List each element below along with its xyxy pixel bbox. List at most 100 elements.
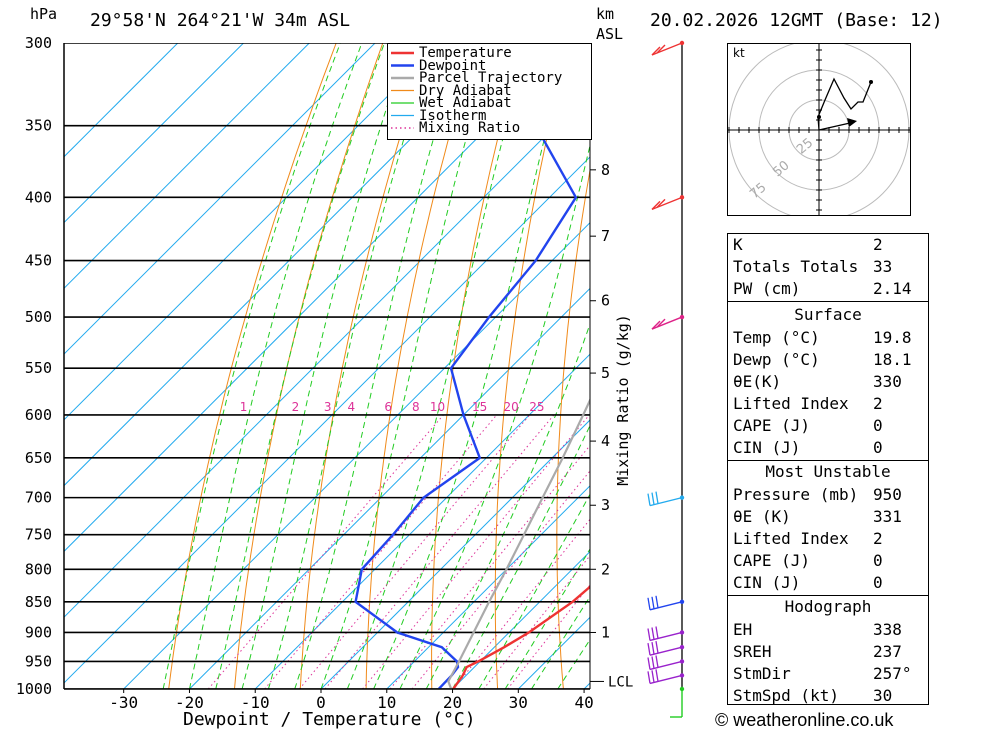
dry-adiabat-line (556, 167, 590, 689)
isotherm-line (254, 353, 590, 689)
isotherm-line (320, 419, 590, 689)
height-km-label: 1 (601, 623, 610, 641)
temperature-tick-label: 30 (509, 693, 528, 712)
wet-adiabat-line (373, 43, 570, 689)
isotherm-line (64, 156, 590, 684)
wind-barb (647, 626, 685, 642)
mu-li-label: Lifted Index (733, 529, 849, 548)
index-pw-value: 2.14 (873, 279, 912, 298)
height-km-label: 2 (601, 560, 610, 578)
wind-barb (651, 195, 685, 211)
height-km-label: 7 (601, 227, 610, 245)
mu-theta-value: 331 (873, 507, 902, 526)
mu-pressure-value: 950 (873, 485, 902, 504)
temperature-tick-label: -10 (241, 693, 270, 712)
pressure-tick-label: 700 (25, 489, 52, 507)
legend-temperature-label: Temperature (419, 45, 512, 61)
pressure-tick-label: 600 (25, 406, 52, 424)
pressure-tick-label: 400 (25, 188, 52, 206)
mu-cin-value: 0 (873, 573, 883, 592)
dewpoint-line (354, 43, 590, 689)
stmdir-value: 257° (873, 664, 912, 683)
isotherm-line (64, 43, 573, 553)
pressure-tick-label: 450 (25, 252, 52, 270)
isotherm-line (64, 43, 244, 224)
wet-adiabat-line (189, 43, 363, 689)
dry-adiabat-line (299, 43, 430, 689)
wind-barb (670, 686, 685, 718)
mixing-ratio-line (411, 470, 590, 689)
mixing-ratio-line (324, 414, 555, 689)
mu-cin-label: CIN (J) (733, 573, 801, 592)
wind-barb (651, 314, 685, 330)
dry-adiabat-line (988, 25, 1000, 689)
wind-barb (647, 655, 685, 671)
mixing-ratio-label: 1 (240, 400, 248, 414)
km-unit-label: km (596, 5, 615, 23)
surface-dewp-label: Dewp (°C) (733, 350, 820, 369)
isotherm-line (123, 221, 590, 689)
datetime-title: 20.02.2026 12GMT (Base: 12) (650, 10, 943, 31)
hodograph-panel: kt 25 50 75 (727, 43, 911, 216)
surface-li-label: Lifted Index (733, 394, 849, 413)
pressure-tick-label: 650 (25, 449, 52, 467)
pressure-tick-label: 550 (25, 359, 52, 377)
parcel-trajectory-line (447, 397, 590, 689)
surface-theta-label: θE(K) (733, 372, 782, 391)
stmspd-value: 30 (873, 686, 893, 705)
pressure-tick-label: 900 (25, 623, 52, 641)
temperature-tick-label: -30 (109, 693, 138, 712)
wind-barb (647, 641, 685, 656)
wind-barb (647, 669, 685, 685)
sreh-label: SREH (733, 642, 772, 661)
mu-li-value: 2 (873, 529, 883, 548)
hodograph-ring-label: 25 (794, 135, 816, 157)
surface-cin-value: 0 (873, 438, 883, 457)
pressure-tick-label: 850 (25, 593, 52, 611)
eh-label: EH (733, 620, 753, 639)
hodograph-trace (817, 77, 872, 131)
legend-mixing-ratio-label: Mixing Ratio (419, 120, 521, 136)
mixing-ratio-label: 3 (324, 400, 332, 414)
mixing-ratio-line (299, 414, 531, 689)
wet-adiabat-line (162, 43, 341, 689)
wet-adiabat-line (215, 43, 385, 689)
wind-barb (647, 595, 685, 611)
surface-theta-value: 330 (873, 372, 902, 391)
mixing-ratio-label: 25 (529, 400, 544, 414)
mixing-ratio-line (264, 414, 498, 689)
dry-adiabat-line (234, 43, 384, 689)
location-title: 29°58'N 264°21'W 34m ASL (90, 10, 351, 31)
dry-adiabat-line (168, 43, 337, 689)
wet-adiabat-line (294, 43, 463, 689)
mixing-ratio-axis-title: Mixing Ratio (g/kg) (614, 314, 632, 486)
temperature-tick-label: 0 (316, 693, 326, 712)
height-km-label: 6 (601, 292, 610, 310)
mu-cape-value: 0 (873, 551, 883, 570)
isotherm-line (64, 43, 179, 158)
indices-table: K 2 Totals Totals 33 PW (cm) 2.14 Surface T… (727, 233, 929, 705)
mixing-ratio-label: 2 (292, 400, 300, 414)
hodograph-point (869, 80, 873, 84)
mixing-ratio-label: 20 (504, 400, 519, 414)
hodograph-ring-label: 50 (770, 158, 792, 180)
hodograph-point (817, 115, 821, 119)
temperature-tick-label: -20 (175, 693, 204, 712)
dry-adiabat-line (494, 43, 570, 689)
storm-motion-arrowhead (847, 118, 857, 127)
isotherm-line (64, 43, 376, 355)
dry-adiabat-line (365, 43, 477, 689)
hodograph-unit-label: kt (733, 46, 745, 60)
mu-theta-label: θE (K) (733, 507, 791, 526)
hodograph-ring-label: 75 (747, 180, 769, 202)
legend: Temperature Dewpoint Parcel Trajectory D… (387, 43, 592, 140)
surface-temp-value: 19.8 (873, 328, 912, 347)
legend-isotherm-label: Isotherm (419, 107, 487, 124)
index-k-value: 2 (873, 235, 883, 254)
index-k-label: K (733, 235, 743, 254)
copyright-footer[interactable]: © weatheronline.co.uk (715, 710, 894, 730)
lcl-label: LCL (608, 674, 633, 690)
pressure-tick-label: 1000 (16, 680, 52, 698)
pressure-tick-label: 300 (25, 34, 52, 52)
